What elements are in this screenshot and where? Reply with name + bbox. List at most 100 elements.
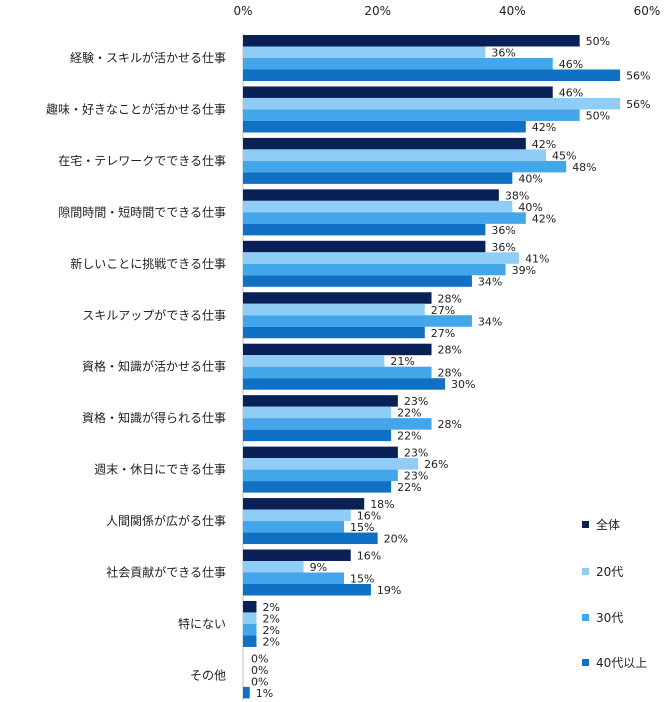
data-label: 16% (357, 550, 381, 563)
bar (243, 686, 250, 699)
data-label: 1% (256, 687, 273, 700)
category-label: 隙間時間・短時間でできる仕事 (58, 205, 226, 219)
bar (243, 240, 486, 253)
bar (243, 109, 580, 121)
data-label: 45% (552, 149, 576, 162)
data-label: 23% (404, 395, 428, 408)
bar (243, 200, 513, 213)
data-label: 50% (586, 109, 610, 122)
data-label: 40% (518, 201, 542, 214)
data-label: 34% (478, 275, 502, 288)
category-label: 資格・知識が活かせる仕事 (82, 359, 226, 374)
data-label: 9% (310, 561, 327, 574)
data-label: 48% (572, 161, 596, 174)
data-label: 18% (370, 498, 394, 511)
bar (243, 292, 432, 304)
category-label: 週末・休日にできる仕事 (94, 463, 226, 477)
bar (243, 498, 365, 510)
data-label: 46% (559, 86, 583, 99)
bars-group (243, 35, 621, 699)
bar (243, 446, 398, 459)
bar (243, 137, 526, 150)
category-label: 在宅・テレワークでできる仕事 (58, 153, 226, 168)
data-label: 36% (491, 47, 515, 60)
bar (243, 532, 378, 545)
data-label: 30% (451, 378, 475, 391)
bar (243, 572, 344, 584)
data-label: 42% (532, 138, 556, 151)
data-label: 41% (525, 252, 549, 265)
x-tick-label: 0% (233, 4, 252, 18)
category-label: 社会貢献ができる仕事 (106, 565, 226, 580)
data-label: 2% (262, 624, 279, 637)
x-tick-label: 20% (364, 4, 391, 18)
bar (243, 149, 546, 161)
bar (243, 97, 621, 110)
data-label: 23% (404, 470, 428, 483)
bar (243, 429, 392, 442)
data-label: 39% (512, 264, 536, 277)
data-label: 22% (397, 430, 421, 443)
bar (243, 509, 351, 522)
legend-label: 40代以上 (596, 656, 647, 670)
bar (243, 600, 257, 613)
bar (243, 172, 513, 184)
legend-swatch (582, 521, 589, 528)
x-tick-label: 40% (499, 4, 526, 18)
data-label: 0% (251, 675, 268, 688)
data-label: 50% (586, 35, 610, 48)
data-label: 46% (559, 58, 583, 71)
bar (243, 612, 257, 624)
bar (243, 561, 304, 573)
bar (243, 458, 419, 470)
bar (243, 326, 425, 339)
data-label: 40% (518, 172, 542, 185)
bar (243, 212, 526, 224)
bar (243, 635, 257, 647)
data-label: 36% (491, 241, 515, 254)
data-label: 28% (438, 292, 462, 305)
category-label: その他 (190, 668, 226, 682)
data-label: 0% (251, 652, 268, 665)
bar (243, 46, 486, 58)
bar (243, 315, 472, 327)
bar (243, 86, 553, 98)
data-label: 34% (478, 315, 502, 328)
category-labels: 経験・スキルが活かせる仕事趣味・好きなことが活かせる仕事在宅・テレワークでできる… (46, 50, 226, 682)
bar (243, 58, 553, 70)
data-label: 21% (390, 355, 414, 368)
data-label: 28% (438, 367, 462, 380)
bar (243, 263, 506, 276)
bar (243, 69, 621, 81)
legend-swatch (582, 568, 589, 575)
legend: 全体 20代 30代 40代以上 (582, 517, 647, 670)
bar (243, 378, 445, 390)
data-label: 56% (626, 70, 650, 83)
data-label: 42% (532, 121, 556, 134)
category-label: スキルアップができる仕事 (82, 307, 226, 322)
bar (243, 355, 385, 367)
data-labels: 50%36%46%56%46%56%50%42%42%45%48%40%38%4… (251, 35, 651, 700)
data-label: 42% (532, 212, 556, 225)
category-label: 趣味・好きなことが活かせる仕事 (46, 101, 226, 116)
category-label: 人間関係が広がる仕事 (106, 513, 226, 528)
bar (243, 549, 351, 561)
data-label: 2% (262, 612, 279, 625)
data-label: 0% (251, 664, 268, 677)
bar (243, 35, 580, 47)
x-axis-ticks: 0% 20% 40% 60% (233, 4, 660, 18)
data-label: 22% (397, 407, 421, 420)
data-label: 36% (491, 224, 515, 237)
bar (243, 395, 398, 407)
bar (243, 481, 392, 493)
category-label: 経験・スキルが活かせる仕事 (70, 50, 226, 65)
bar (243, 343, 432, 356)
data-label: 28% (438, 344, 462, 357)
bar (243, 469, 398, 482)
data-label: 27% (431, 304, 455, 317)
data-label: 2% (262, 635, 279, 648)
legend-label: 20代 (596, 565, 623, 579)
legend-swatch (582, 659, 589, 666)
bar (243, 223, 486, 236)
